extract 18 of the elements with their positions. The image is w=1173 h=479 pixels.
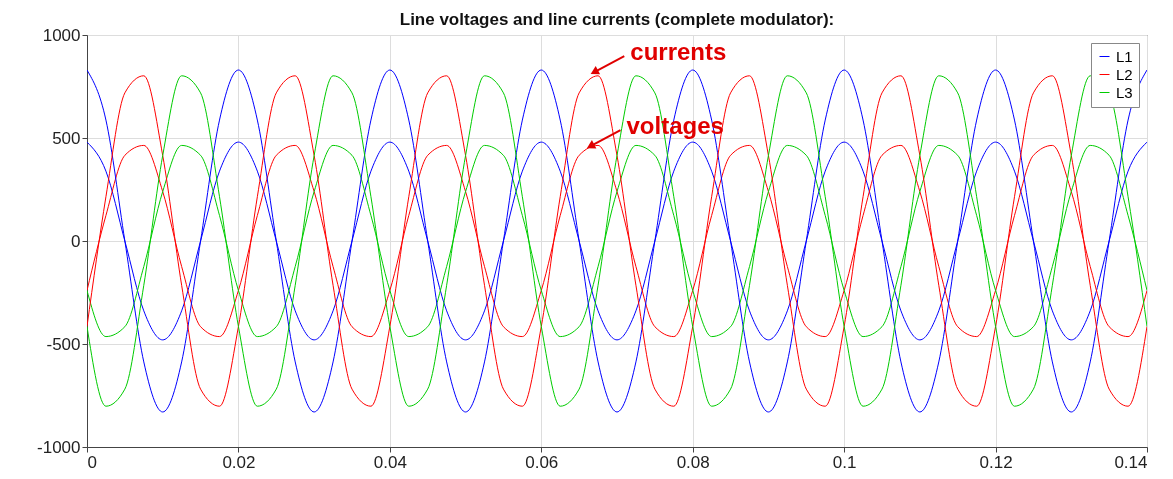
y-tick-label: 500: [52, 128, 81, 148]
x-tick-label: 0.06: [525, 452, 559, 472]
x-tick-label: 0.02: [222, 452, 256, 472]
y-tick-label: -1000: [37, 437, 81, 457]
x-tick-label: 0.1: [832, 452, 857, 472]
y-tick-label: -500: [46, 334, 81, 354]
chart-title: Line voltages and line currents (complete modulator):: [399, 10, 835, 29]
x-tick-label: 0: [87, 452, 97, 472]
legend-label: L1: [1116, 47, 1133, 65]
legend-label: L2: [1116, 65, 1133, 83]
y-tick-label: 0: [71, 231, 81, 251]
x-tick-label: 0.04: [373, 452, 407, 472]
x-tick-label: 0.12: [979, 452, 1013, 472]
x-tick-label: 0.08: [676, 452, 710, 472]
y-tick-label: 1000: [42, 25, 81, 45]
legend-label: L3: [1116, 83, 1133, 101]
annotation: currents: [630, 38, 727, 66]
x-tick-label: 0.14: [1114, 452, 1148, 472]
